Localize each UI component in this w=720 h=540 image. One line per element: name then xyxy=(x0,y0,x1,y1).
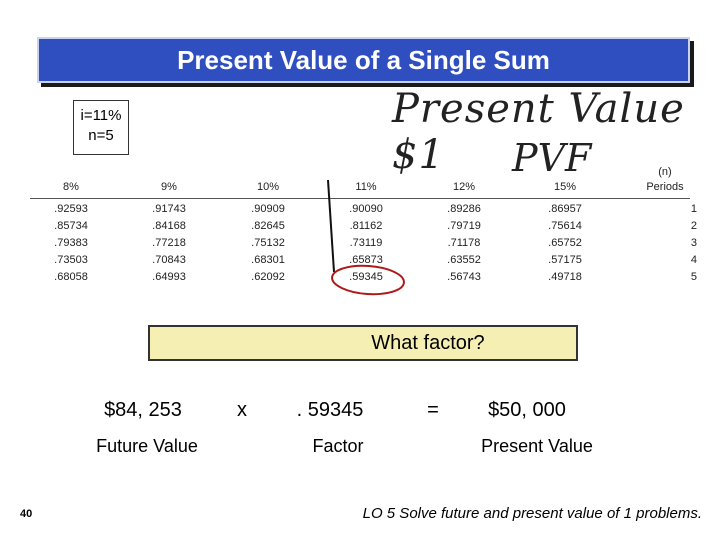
rate: i=11% xyxy=(80,107,122,124)
table-cell: 2 xyxy=(690,220,697,232)
question-box xyxy=(148,325,578,361)
table-cell: .68301 xyxy=(251,254,285,266)
table-cell: .77218 xyxy=(152,237,186,249)
table-cell: .91743 xyxy=(152,203,186,215)
table-cell: .59345 xyxy=(349,271,383,283)
column-header: 9% xyxy=(161,181,177,193)
table-cell: 4 xyxy=(690,254,697,266)
column-header: 12% xyxy=(452,181,476,193)
table-cell: 3 xyxy=(690,237,697,249)
periods: n=5 xyxy=(88,127,114,144)
slide-number: 40 xyxy=(20,508,33,520)
table-rule xyxy=(30,198,690,199)
table-cell: .62092 xyxy=(251,271,285,283)
title: Present Value of a Single Sum xyxy=(177,45,550,75)
table-cell: .65752 xyxy=(548,237,582,249)
equation-item: $50, 000 xyxy=(488,399,566,421)
table-cell: .85734 xyxy=(54,220,88,232)
table-cell: .68058 xyxy=(54,271,88,283)
table-cell: .89286 xyxy=(447,203,481,215)
equation-item: x xyxy=(237,399,247,421)
table-cell: .73503 xyxy=(54,254,88,266)
column-header: Periods xyxy=(646,181,684,193)
hand-line xyxy=(327,179,335,273)
handwriting: Present Value $1 xyxy=(392,86,685,178)
table-cell: .79383 xyxy=(54,237,88,249)
equation-item: . 59345 xyxy=(296,399,364,421)
column-header: 15% xyxy=(553,181,577,193)
equation-label: Factor xyxy=(312,436,364,456)
table-cell: .71178 xyxy=(447,237,481,249)
table-cell: .49718 xyxy=(548,271,582,283)
table-cell: 1 xyxy=(690,203,697,215)
column-header: 10% xyxy=(256,181,280,193)
table-cell: .64993 xyxy=(152,271,186,283)
table-cell: .75614 xyxy=(548,220,582,232)
table-cell: .70843 xyxy=(152,254,186,266)
column-header: 11% xyxy=(355,181,377,193)
rate-box: i=11% n=5 xyxy=(73,100,129,155)
equation-item: = xyxy=(427,399,439,421)
table-cell: .57175 xyxy=(548,254,582,266)
footer: LO 5 Solve future and present value of 1… xyxy=(362,505,702,522)
table-cell: .73119 xyxy=(349,237,383,249)
table-cell: .86957 xyxy=(548,203,582,215)
handwriting: PVF xyxy=(512,136,592,180)
title-box xyxy=(37,37,690,83)
column-header: 8% xyxy=(63,181,79,193)
equation-label: Present Value xyxy=(481,436,593,456)
table-cell: .79719 xyxy=(447,220,481,232)
table-cell: .84168 xyxy=(152,220,186,232)
table-cell: .65873 xyxy=(349,254,383,266)
table-cell: .63552 xyxy=(447,254,481,266)
table-cell: .90090 xyxy=(349,203,383,215)
table-cell: .81162 xyxy=(349,220,383,232)
table-cell: .82645 xyxy=(251,220,285,232)
table-cell: 5 xyxy=(690,271,697,283)
equation-label: Future Value xyxy=(96,436,198,456)
n-label: (n) xyxy=(658,166,672,178)
table-cell: .90909 xyxy=(251,203,285,215)
table-cell: .92593 xyxy=(54,203,88,215)
table-cell: .75132 xyxy=(251,237,285,249)
hand-circle xyxy=(331,264,405,296)
equation-item: $84, 253 xyxy=(104,399,182,421)
question: What factor? xyxy=(371,332,485,354)
table-cell: .56743 xyxy=(447,271,481,283)
